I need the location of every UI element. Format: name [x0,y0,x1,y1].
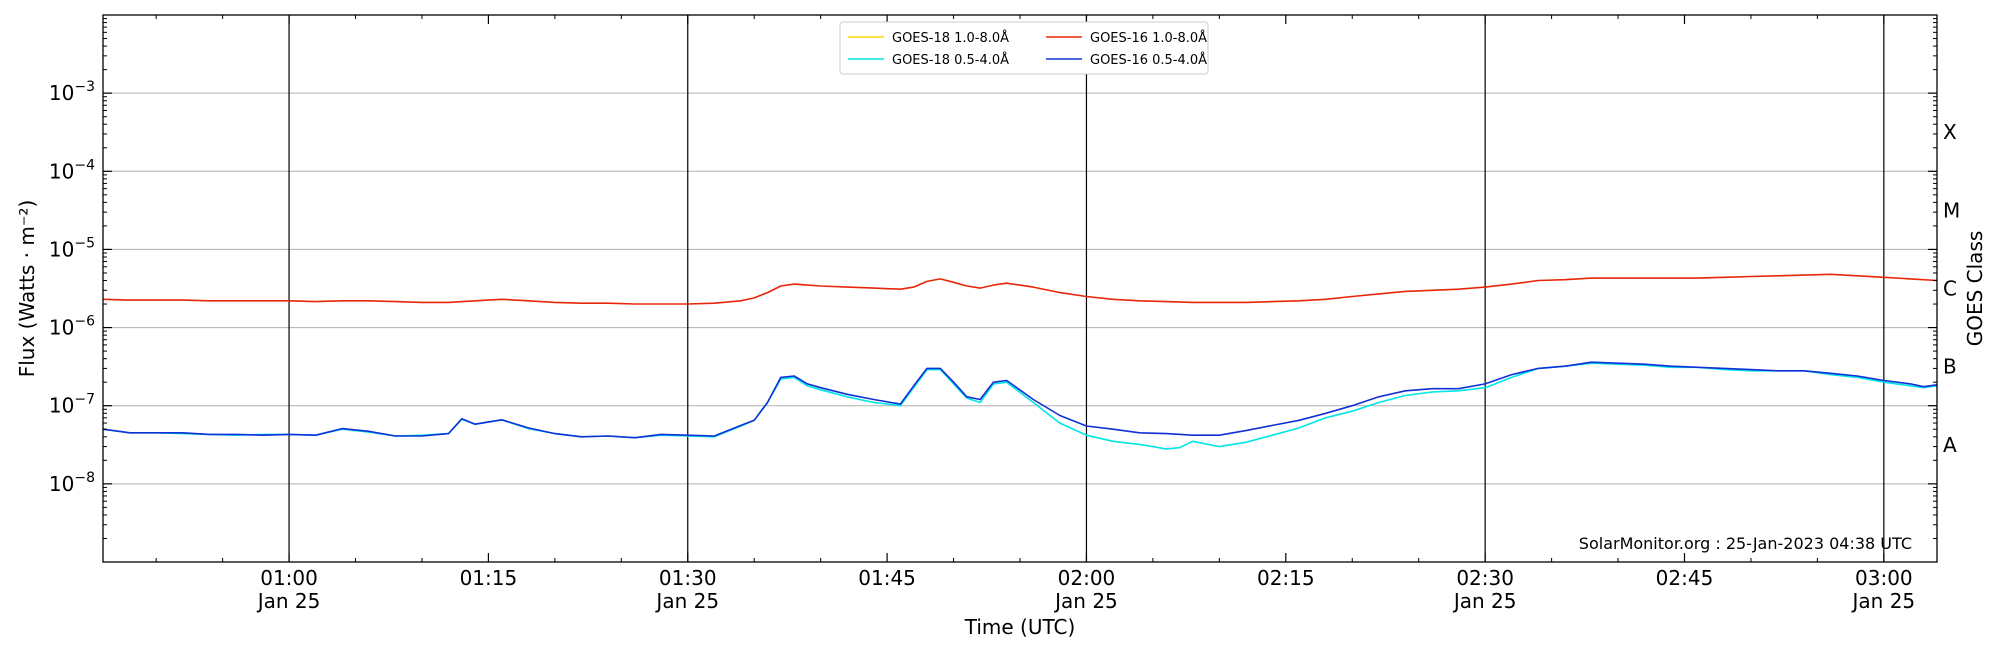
x-tick-label: 02:00 [1058,566,1116,590]
x-tick-date-label: Jan 25 [256,589,321,613]
y-axis-title: Flux (Watts · m⁻²) [15,200,39,378]
x-tick-label: 01:45 [858,566,916,590]
x-tick-date-label: Jan 25 [1851,589,1916,613]
y-tick-label: 10−3 [49,79,95,105]
goes-class-label: B [1943,355,1957,379]
legend-label: GOES-16 1.0-8.0Å [1090,30,1207,46]
source-annotation: SolarMonitor.org : 25-Jan-2023 04:38 UTC [1579,534,1912,553]
x-tick-label: 01:00 [260,566,318,590]
goes-class-axis-title: GOES Class [1963,231,1987,347]
legend-items: GOES-18 1.0-8.0Å GOES-18 0.5-4.0Å GOES-16 … [848,30,1207,68]
y-tick-label: 10−7 [49,392,95,418]
x-tick-date-label: Jan 25 [654,589,719,613]
goes-class-label: A [1943,433,1957,457]
goes-class-label: C [1943,277,1957,301]
grid-layer [103,15,1937,562]
x-tick-label: 02:15 [1257,566,1315,590]
legend: GOES-18 1.0-8.0Å GOES-18 0.5-4.0Å GOES-16 … [839,21,1209,75]
x-tick-date-label: Jan 25 [1452,589,1517,613]
y-tick-label: 10−8 [49,470,95,496]
legend-box [839,21,1209,75]
series-line [102,273,1938,305]
x-tick-date-label: Jan 25 [1053,589,1118,613]
legend-label: GOES-18 1.0-8.0Å [892,30,1009,46]
x-tick-label: 01:30 [659,566,717,590]
x-tick-label: 02:45 [1656,566,1714,590]
x-axis-title: Time (UTC) [964,615,1076,639]
y-tick-label: 10−6 [49,314,95,340]
y-tick-label: 10−4 [49,157,95,183]
series-layer [102,273,1938,450]
y-tick-label: 10−5 [49,235,95,261]
legend-label: GOES-18 0.5-4.0Å [892,52,1009,68]
x-tick-label: 03:00 [1855,566,1913,590]
x-tick-label: 01:15 [460,566,518,590]
goes-class-label: X [1943,120,1957,144]
x-tick-label: 02:30 [1456,566,1514,590]
series-line [102,361,1938,439]
legend-label: GOES-16 0.5-4.0Å [1090,52,1207,68]
goes-class-label: M [1943,198,1960,222]
